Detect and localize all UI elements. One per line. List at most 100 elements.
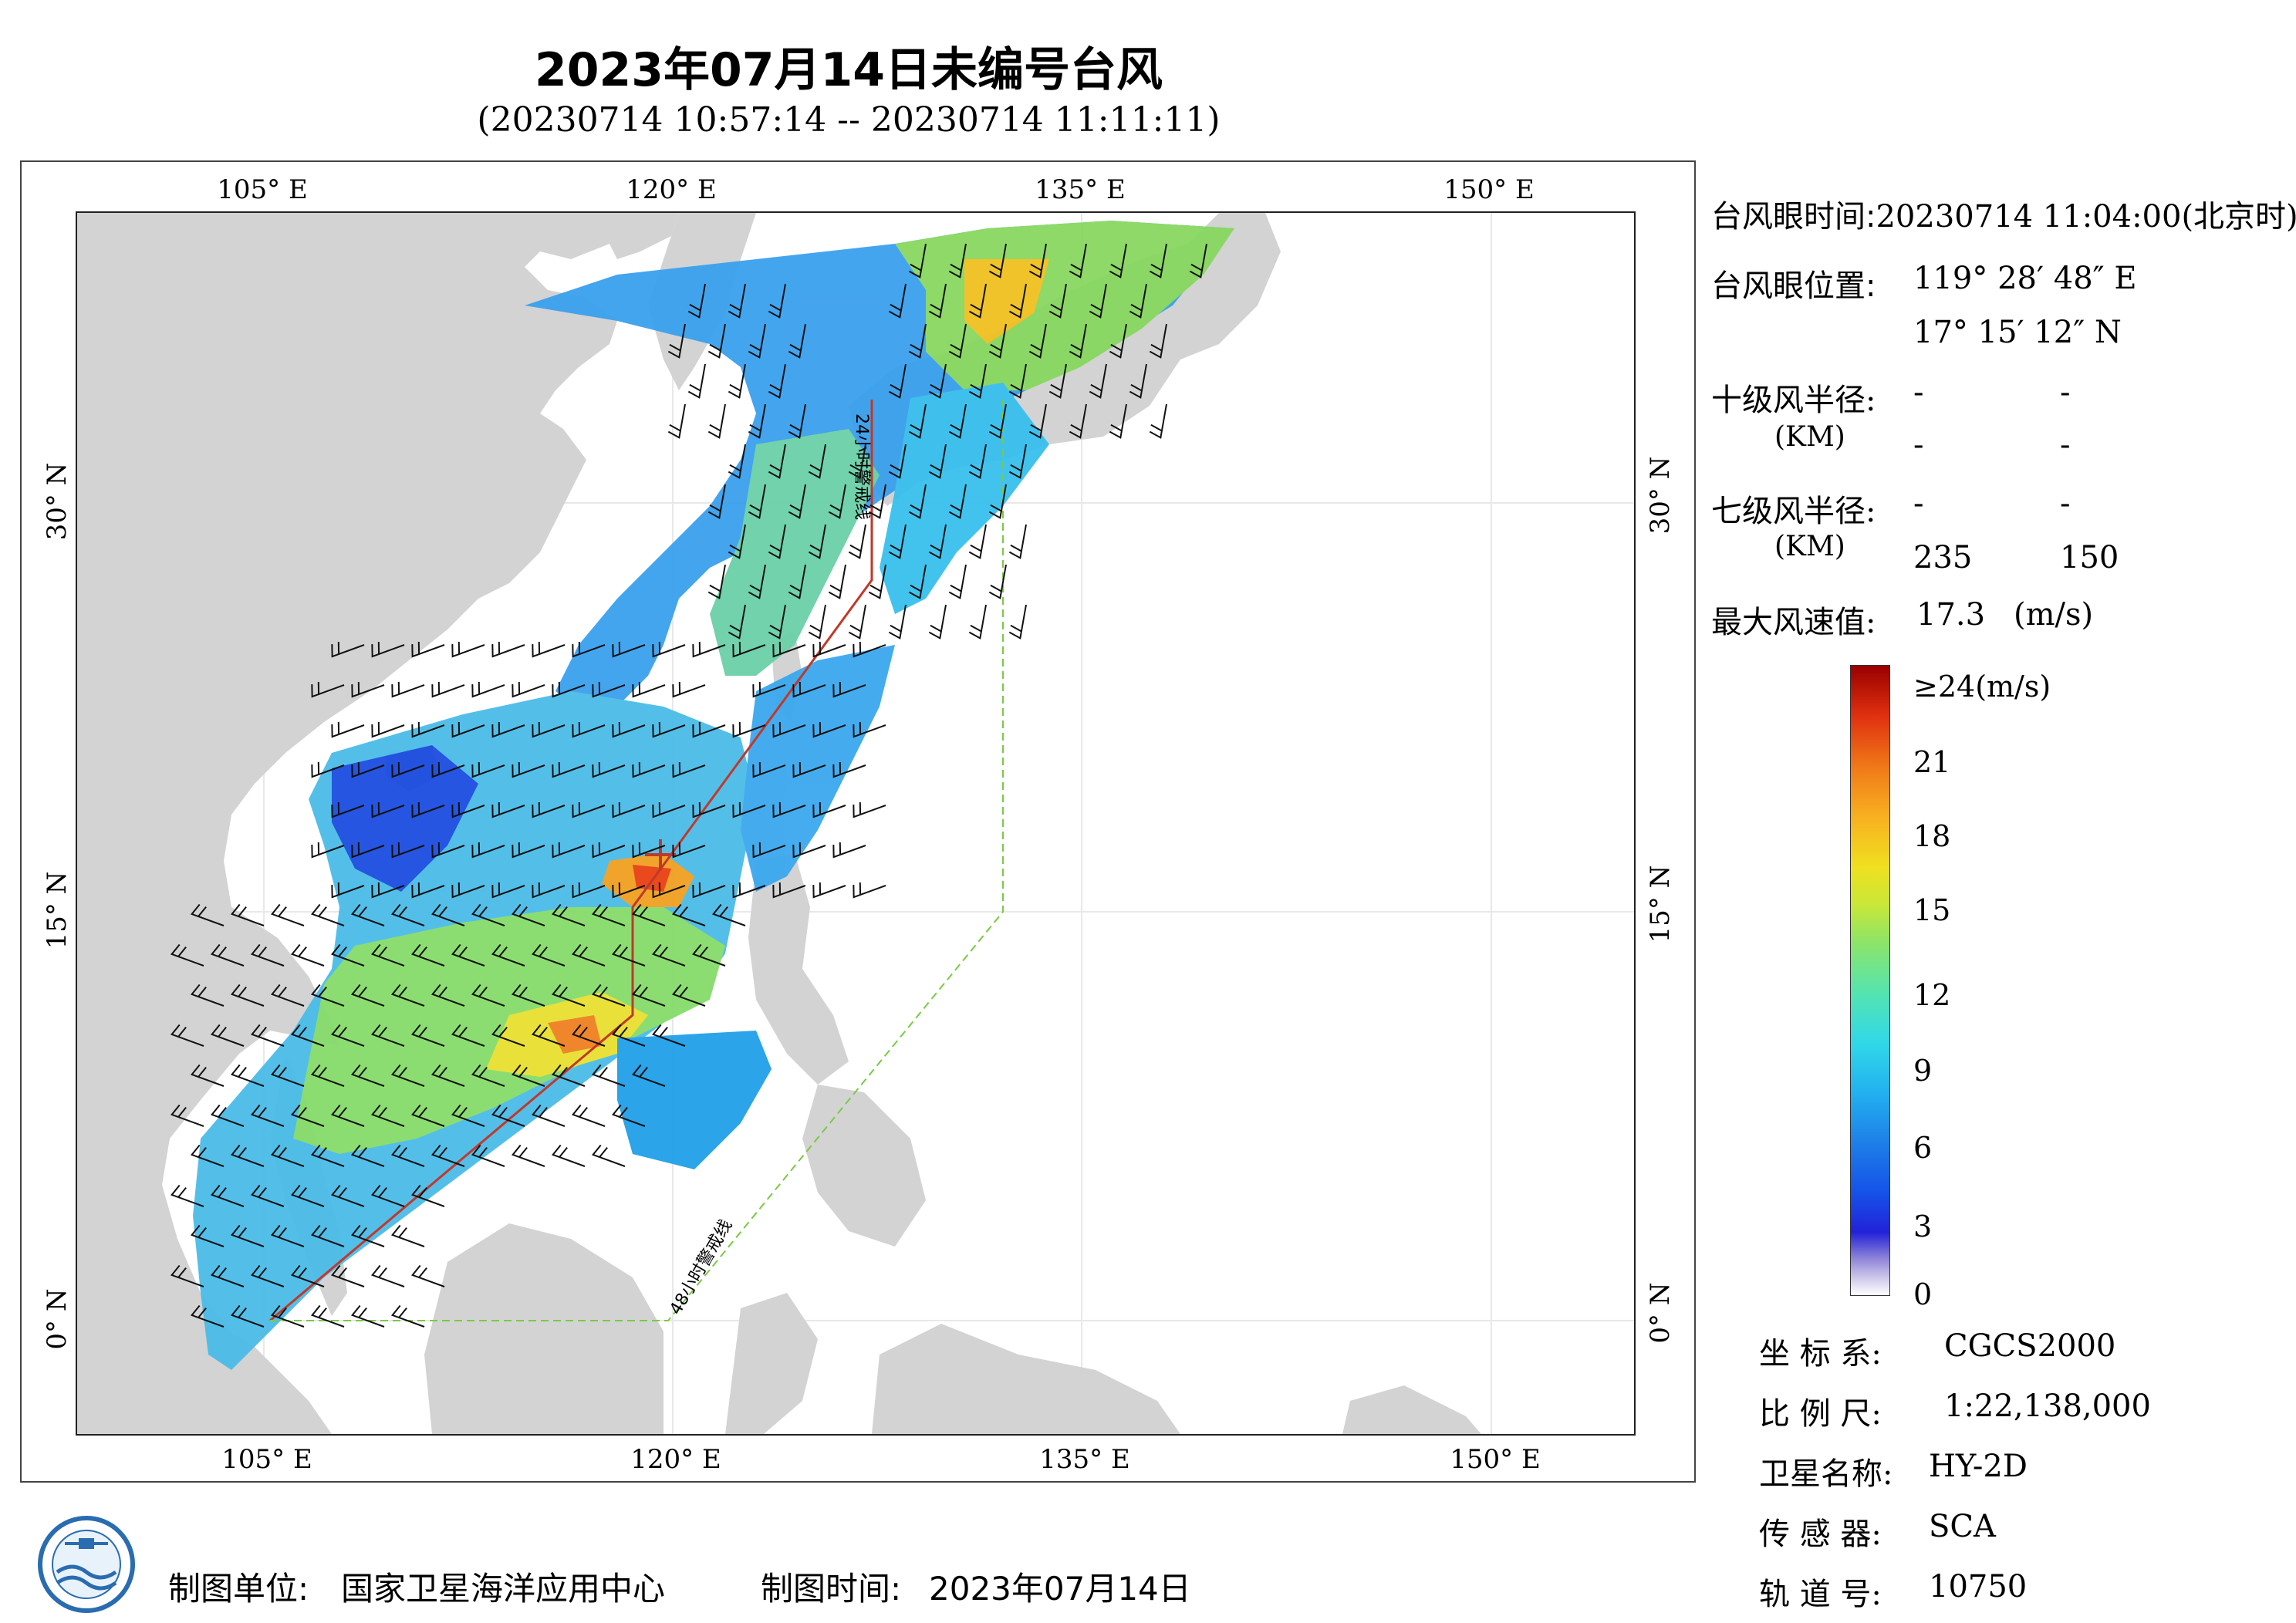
wind-barb — [1089, 283, 1107, 319]
wind-barb — [351, 761, 385, 778]
borneo — [424, 1223, 663, 1434]
wind-barb — [351, 842, 385, 859]
wind-barb — [390, 1304, 425, 1328]
wind-barb — [330, 1024, 365, 1047]
eye-pos-label: 台风眼位置: — [1711, 268, 1876, 304]
wind-barb — [888, 283, 907, 319]
scale-label: 比 例 尺: — [1759, 1396, 1882, 1432]
wind-barb — [672, 842, 706, 859]
wind-barb — [832, 681, 866, 698]
satellite-value: HY-2D — [1929, 1449, 2028, 1484]
wind-barb — [210, 1184, 245, 1207]
wind-barb — [512, 842, 545, 859]
eye-lat: 17° 15′ 12″ N — [1913, 315, 2122, 350]
wind-barb — [270, 1224, 305, 1247]
wind-barb — [491, 1104, 525, 1127]
wind-barb — [948, 403, 967, 439]
wind-barb — [471, 761, 505, 778]
r10-unit: (KM) — [1774, 421, 1845, 453]
wind-barb — [748, 323, 766, 359]
wind-barb — [1089, 363, 1107, 399]
wind-barb — [552, 842, 586, 859]
colorbar-label: 3 — [1913, 1210, 1933, 1243]
wind-barb — [611, 1104, 646, 1127]
wind-barb — [572, 721, 606, 738]
wind-barb — [430, 984, 465, 1007]
wind-barb — [572, 641, 606, 658]
wind-barb — [728, 604, 746, 639]
wind-barb — [330, 1104, 365, 1127]
wind-barb — [691, 943, 726, 967]
right-lat-tick: 15° N — [1645, 865, 1676, 943]
wind-barb — [431, 681, 465, 698]
wind-barb — [370, 1184, 405, 1207]
bottom-lon-tick: 105° E — [221, 1444, 312, 1475]
wind-barb — [1008, 444, 1027, 479]
wind-barb — [611, 943, 646, 967]
wind-barb — [667, 403, 686, 439]
wind-barb — [411, 721, 445, 738]
bottom-lon-tick: 135° E — [1039, 1444, 1130, 1475]
wind-barb — [270, 903, 305, 926]
wind-barb — [170, 1104, 204, 1127]
wind-barb — [350, 903, 385, 926]
wind-barb — [572, 882, 606, 899]
wind-barb — [591, 1144, 626, 1167]
wind-barb — [612, 721, 646, 738]
wind-barb — [491, 721, 525, 738]
wind-barb — [230, 1064, 265, 1087]
wind-barb — [828, 484, 846, 519]
top-lon-tick: 120° E — [626, 174, 717, 205]
wind-barb — [752, 842, 786, 859]
wind-barb — [808, 604, 826, 639]
max-wind-unit: (m/s) — [2014, 597, 2094, 633]
wind-barb — [908, 403, 927, 439]
wind-barb — [853, 882, 886, 899]
wind-barb — [491, 1024, 525, 1047]
r10-value: - — [2060, 427, 2071, 463]
left-lat-tick: 0° N — [42, 1288, 73, 1350]
wind-barb — [1109, 323, 1127, 359]
wind-barb — [768, 283, 786, 319]
wind-barb — [752, 681, 786, 698]
wind-barb — [471, 842, 505, 859]
wind-barb — [390, 1224, 425, 1247]
wind-barb — [410, 1264, 445, 1287]
wind-barb — [532, 801, 566, 818]
wind-barb — [1028, 323, 1047, 359]
wind-barb — [748, 484, 766, 519]
wind-barb — [471, 1144, 505, 1167]
wind-barb — [331, 641, 365, 658]
wind-barb — [788, 323, 806, 359]
swath-blue-gulf — [332, 745, 478, 892]
wind-barb — [190, 1064, 225, 1087]
wind-barb — [792, 842, 826, 859]
wind-barb — [532, 882, 566, 899]
colorbar-label: 21 — [1913, 745, 1951, 779]
sensor-label: 传 感 器: — [1759, 1517, 1882, 1552]
wind-barb — [631, 903, 666, 926]
wind-barb — [652, 641, 686, 658]
bottom-lon-tick: 120° E — [630, 1444, 721, 1475]
wind-barb — [230, 903, 265, 926]
wind-barb — [430, 903, 465, 926]
r10-value: - — [2060, 375, 2071, 410]
wind-barb — [531, 1024, 566, 1047]
wind-barb — [772, 801, 806, 818]
wind-barb — [772, 882, 806, 899]
wind-barb — [888, 444, 907, 479]
wind-barb — [988, 403, 1007, 439]
wind-barb — [571, 943, 606, 967]
wind-barb — [1069, 403, 1087, 439]
wind-barb — [551, 984, 586, 1007]
wind-barb — [190, 903, 225, 926]
wind-barb — [728, 444, 746, 479]
wind-barb — [808, 524, 826, 559]
wind-barb — [672, 681, 706, 698]
colorbar-label: 9 — [1913, 1054, 1933, 1088]
wind-barb — [1069, 243, 1087, 278]
swath-core-korea — [964, 259, 1049, 344]
wind-barb — [310, 1144, 345, 1167]
wind-barb — [310, 903, 345, 926]
wind-barb — [707, 403, 726, 439]
